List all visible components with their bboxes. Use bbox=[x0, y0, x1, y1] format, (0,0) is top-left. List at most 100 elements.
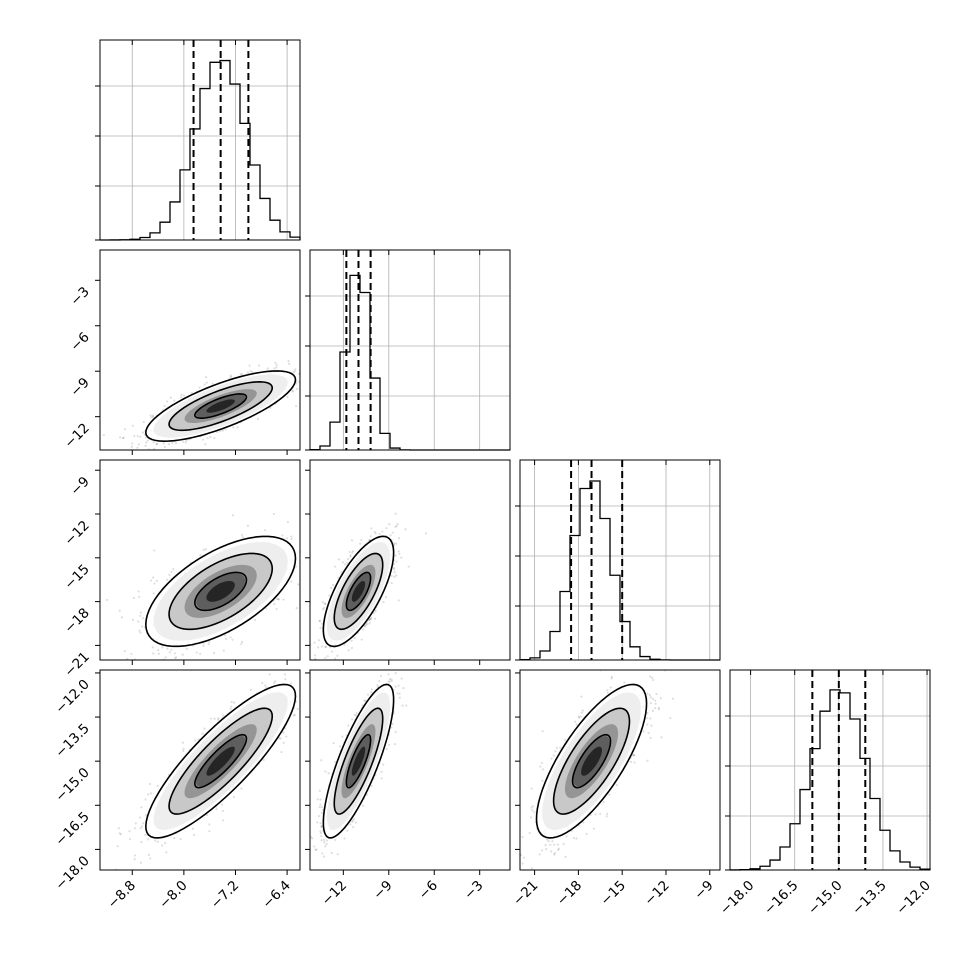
scatter-point bbox=[230, 705, 233, 708]
scatter-point bbox=[144, 833, 147, 837]
scatter-point bbox=[138, 816, 142, 819]
scatter-point bbox=[171, 441, 174, 444]
scatter-point bbox=[137, 443, 141, 446]
scatter-point bbox=[330, 650, 334, 653]
scatter-point bbox=[134, 854, 137, 857]
scatter-point bbox=[350, 639, 353, 643]
scatter-point bbox=[165, 851, 168, 854]
scatter-point bbox=[308, 361, 310, 363]
scatter-point bbox=[106, 598, 109, 602]
scatter-point bbox=[391, 531, 394, 534]
scatter-point bbox=[331, 583, 335, 587]
scatter-point bbox=[208, 640, 211, 644]
scatter-point bbox=[348, 550, 351, 554]
pair-1-0-contour-0 bbox=[145, 370, 297, 443]
scatter-point bbox=[382, 601, 385, 604]
scatter-point bbox=[182, 394, 186, 397]
scatter-point bbox=[328, 594, 331, 597]
scatter-point bbox=[349, 554, 352, 557]
hist-1-frame bbox=[309, 249, 511, 451]
scatter-point bbox=[385, 527, 388, 530]
scatter-point bbox=[202, 548, 205, 551]
scatter-point bbox=[274, 680, 277, 683]
scatter-point bbox=[173, 652, 177, 655]
scatter-point bbox=[204, 443, 207, 446]
scatter-point bbox=[292, 371, 295, 374]
pair-panel-1-0 bbox=[95, 249, 310, 455]
scatter-point bbox=[137, 620, 140, 623]
scatter-point bbox=[140, 625, 144, 628]
scatter-point bbox=[294, 565, 297, 568]
scatter-point bbox=[213, 717, 216, 720]
scatter-point bbox=[381, 530, 384, 533]
scatter-point bbox=[230, 700, 233, 704]
pair-1-0-contour-2 bbox=[194, 393, 248, 419]
scatter-point bbox=[360, 638, 363, 641]
scatter-point bbox=[368, 618, 372, 621]
scatter-point bbox=[363, 624, 366, 627]
scatter-point bbox=[170, 570, 173, 573]
scatter-point bbox=[145, 814, 148, 817]
scatter-point bbox=[198, 386, 201, 389]
scatter-point bbox=[319, 626, 322, 629]
scatter-point bbox=[231, 514, 235, 517]
scatter-point bbox=[139, 827, 142, 830]
scatter-point bbox=[397, 537, 401, 540]
scatter-point bbox=[181, 653, 184, 656]
scatter-point bbox=[155, 442, 158, 446]
scatter-point bbox=[139, 435, 142, 438]
scatter-point bbox=[257, 364, 261, 367]
scatter-point bbox=[211, 382, 214, 385]
scatter-point bbox=[288, 362, 291, 365]
scatter-point bbox=[290, 580, 293, 583]
scatter-point bbox=[229, 374, 232, 377]
scatter-point bbox=[277, 598, 281, 601]
scatter-point bbox=[318, 619, 321, 623]
scatter-point bbox=[396, 522, 399, 526]
scatter-point bbox=[139, 861, 142, 864]
scatter-point bbox=[349, 555, 352, 558]
scatter-point bbox=[128, 838, 132, 841]
scatter-point bbox=[181, 741, 185, 744]
scatter-point bbox=[296, 387, 299, 391]
scatter-point bbox=[123, 428, 127, 431]
scatter-point bbox=[209, 435, 212, 439]
pair-1-0-frame bbox=[99, 249, 301, 451]
scatter-point bbox=[177, 451, 179, 453]
scatter-point bbox=[300, 370, 302, 372]
scatter-point bbox=[370, 527, 373, 530]
scatter-point bbox=[141, 431, 145, 434]
scatter-point bbox=[321, 608, 325, 611]
scatter-point bbox=[152, 447, 156, 450]
scatter-point bbox=[123, 649, 126, 653]
scatter-point bbox=[337, 558, 340, 561]
scatter-point bbox=[324, 645, 327, 649]
scatter-point bbox=[102, 434, 105, 437]
scatter-point bbox=[206, 436, 209, 440]
scatter-point bbox=[254, 618, 257, 622]
scatter-point bbox=[166, 400, 169, 403]
scatter-point bbox=[180, 396, 183, 399]
pair-panel-2-0 bbox=[95, 459, 301, 665]
scatter-point bbox=[388, 522, 391, 526]
scatter-point bbox=[307, 385, 309, 387]
scatter-point bbox=[320, 645, 323, 648]
scatter-point bbox=[303, 656, 305, 658]
hist-0-steps bbox=[99, 59, 301, 241]
scatter-point bbox=[251, 370, 254, 374]
scatter-point bbox=[296, 707, 299, 711]
scatter-point bbox=[275, 597, 279, 601]
scatter-point bbox=[324, 645, 327, 649]
scatter-point bbox=[204, 375, 208, 379]
scatter-point bbox=[131, 442, 134, 445]
scatter-point bbox=[241, 373, 244, 376]
scatter-point bbox=[286, 395, 289, 399]
scatter-point bbox=[374, 532, 377, 535]
scatter-point bbox=[131, 618, 135, 621]
scatter-point bbox=[149, 414, 152, 417]
scatter-point bbox=[365, 623, 368, 626]
scatter-point bbox=[155, 442, 158, 446]
scatter-point bbox=[223, 634, 227, 637]
scatter-point bbox=[142, 420, 145, 424]
scatter-point bbox=[275, 366, 278, 369]
